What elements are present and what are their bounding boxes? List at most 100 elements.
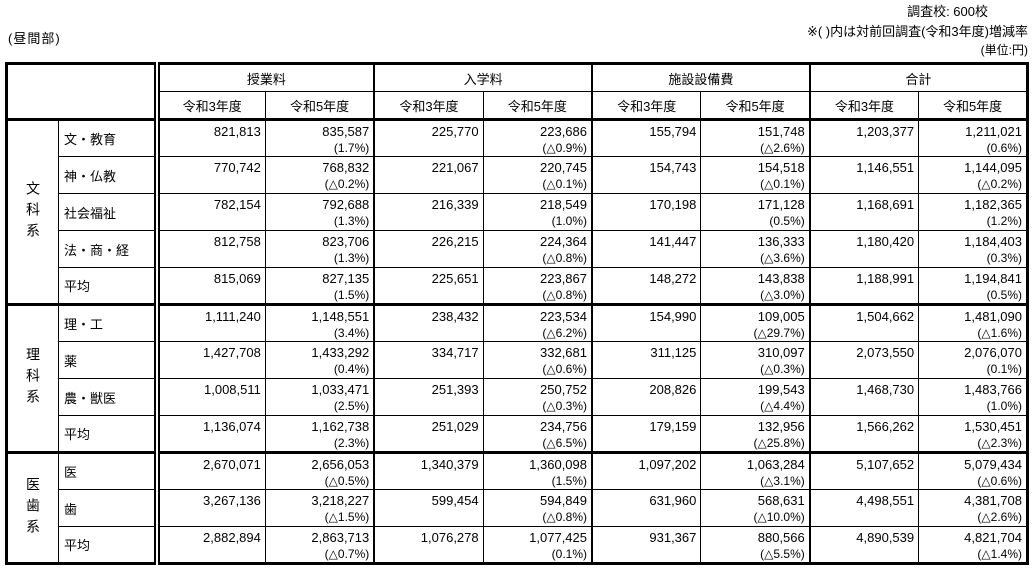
- value-cell: 1,076,278: [373, 526, 484, 564]
- amount-value: 1,162,738: [311, 419, 370, 434]
- change-rate: (△0.8%): [542, 251, 587, 265]
- value-cell: 1,146,551: [808, 156, 920, 194]
- value-cell: 226,215: [373, 230, 484, 268]
- amount-value: 143,838: [757, 271, 805, 286]
- value-cell: 631,960: [591, 489, 702, 527]
- change-rate: (△10.0%): [753, 510, 805, 524]
- table-row: 理科系 理・工 1,111,240 1,148,551 (3.4%) 238,432 223…: [6, 303, 1028, 453]
- value-cell: 141,447: [591, 230, 702, 268]
- value-cell: 4,890,539: [808, 526, 920, 564]
- change-rate: (△3.0%): [760, 288, 805, 302]
- subheader-year: 令和5年度: [918, 91, 1028, 121]
- amount-value: 812,758: [213, 234, 261, 249]
- subheader-year: 令和3年度: [153, 91, 266, 121]
- value-cell: 2,882,894: [153, 526, 266, 564]
- value-cell: 827,135 (1.5%): [264, 267, 375, 305]
- value-cell: 1,203,377: [808, 118, 920, 157]
- amount-value: 238,432: [431, 309, 479, 324]
- value-cell: 1,481,090 (△1.6%): [918, 303, 1028, 342]
- amount-value: 218,549: [540, 197, 587, 212]
- change-rate: (△25.8%): [753, 436, 805, 450]
- value-cell: 1,433,292 (0.4%): [264, 341, 375, 379]
- amount-value: 2,076,070: [964, 345, 1022, 360]
- amount-value: 1,481,090: [964, 309, 1022, 324]
- amount-value: 3,267,136: [203, 493, 261, 508]
- row-label: 平均: [58, 415, 157, 453]
- amount-value: 151,748: [757, 124, 805, 139]
- change-rate: (2.5%): [333, 399, 370, 413]
- change-rate: (1.5%): [551, 474, 587, 488]
- value-cell: 1,504,662: [808, 303, 920, 342]
- value-cell: 4,381,708 (△2.6%): [918, 489, 1028, 527]
- change-rate: (3.4%): [333, 326, 370, 340]
- value-cell: 151,748 (△2.6%): [700, 118, 811, 157]
- amount-value: 234,756: [540, 419, 587, 434]
- table-row: 法・商・経 812,758 823,706 (1.3%) 226,215 224,364 (…: [7, 230, 1028, 268]
- value-cell: 1,340,379: [373, 451, 484, 490]
- change-rate: (△3.6%): [760, 251, 805, 265]
- value-cell: 234,756 (△6.5%): [482, 415, 593, 453]
- amount-value: 1,033,471: [311, 382, 370, 397]
- amount-value: 1,194,841: [964, 271, 1022, 286]
- amount-value: 148,272: [649, 271, 697, 286]
- value-cell: 225,770: [373, 118, 484, 157]
- value-cell: 1,180,420: [808, 230, 920, 268]
- amount-value: 170,198: [649, 197, 697, 212]
- change-rate: (0.1%): [551, 547, 587, 561]
- amount-value: 1,182,365: [964, 197, 1022, 212]
- amount-value: 251,029: [431, 419, 479, 434]
- row-label: 法・商・経: [58, 230, 157, 268]
- change-rate: (0.6%): [986, 141, 1022, 155]
- amount-value: 223,686: [540, 124, 587, 139]
- row-label: 文・教育: [58, 118, 157, 157]
- amount-value: 815,069: [213, 271, 261, 286]
- value-cell: 1,077,425 (0.1%): [482, 526, 593, 564]
- change-rate: (△0.3%): [760, 362, 805, 376]
- value-cell: 155,794: [591, 118, 702, 157]
- subheader-year: 令和3年度: [591, 91, 702, 121]
- change-rate: (△1.5%): [324, 510, 370, 524]
- amount-value: 768,832: [322, 160, 370, 175]
- amount-value: 132,956: [757, 419, 805, 434]
- value-cell: 171,128 (0.5%): [700, 193, 811, 231]
- amount-value: 1,076,278: [420, 530, 479, 545]
- amount-value: 225,651: [431, 271, 479, 286]
- amount-value: 226,215: [431, 234, 479, 249]
- value-cell: 4,498,551: [808, 489, 920, 527]
- amount-value: 631,960: [649, 493, 697, 508]
- value-cell: 1,136,074: [153, 415, 266, 453]
- value-cell: 4,821,704 (△1.4%): [918, 526, 1028, 564]
- amount-value: 1,184,403: [964, 234, 1022, 249]
- value-cell: 1,530,451 (△2.3%): [918, 415, 1028, 453]
- amount-value: 199,543: [757, 382, 805, 397]
- amount-value: 216,339: [431, 197, 479, 212]
- value-cell: 1,144,095 (△0.2%): [918, 156, 1028, 194]
- amount-value: 1,504,662: [856, 309, 915, 324]
- subheader-year: 令和5年度: [700, 91, 811, 121]
- value-cell: 5,107,652: [808, 451, 920, 490]
- value-cell: 179,159: [591, 415, 702, 453]
- table-row: 医歯系医 2,670,071 2,656,053 (△0.5%) 1,340,379 1,…: [6, 451, 1028, 564]
- category-group-label: 文科系: [6, 118, 59, 305]
- change-rate: (△2.6%): [977, 510, 1022, 524]
- amount-value: 4,821,704: [964, 530, 1022, 545]
- value-cell: 1,194,841 (0.5%): [918, 267, 1028, 305]
- table-body: 文科系 文・教育 821,813 835,587 (1.7%) 225,770 223,68…: [6, 118, 1028, 564]
- value-cell: 224,364 (△0.8%): [482, 230, 593, 268]
- header-notes: 調査校: 600校 ※( )内は対前回調査(令和3年度)増減率 (単位:円): [807, 2, 1028, 58]
- amount-value: 310,097: [757, 345, 805, 360]
- change-rate: (△0.7%): [324, 547, 370, 561]
- amount-value: 835,587: [322, 124, 370, 139]
- value-cell: 2,076,070 (0.1%): [918, 341, 1028, 379]
- change-rate: (△0.6%): [977, 474, 1022, 488]
- amount-value: 821,813: [213, 124, 261, 139]
- amount-value: 1,148,551: [311, 309, 370, 324]
- amount-value: 141,447: [649, 234, 697, 249]
- row-label: 平均: [58, 526, 157, 564]
- amount-value: 1,360,098: [529, 457, 587, 472]
- value-cell: 109,005 (△29.7%): [700, 303, 811, 342]
- row-label: 神・仏教: [58, 156, 157, 194]
- amount-value: 1,180,420: [856, 234, 915, 249]
- amount-value: 1,188,991: [856, 271, 915, 286]
- value-cell: 568,631 (△10.0%): [700, 489, 811, 527]
